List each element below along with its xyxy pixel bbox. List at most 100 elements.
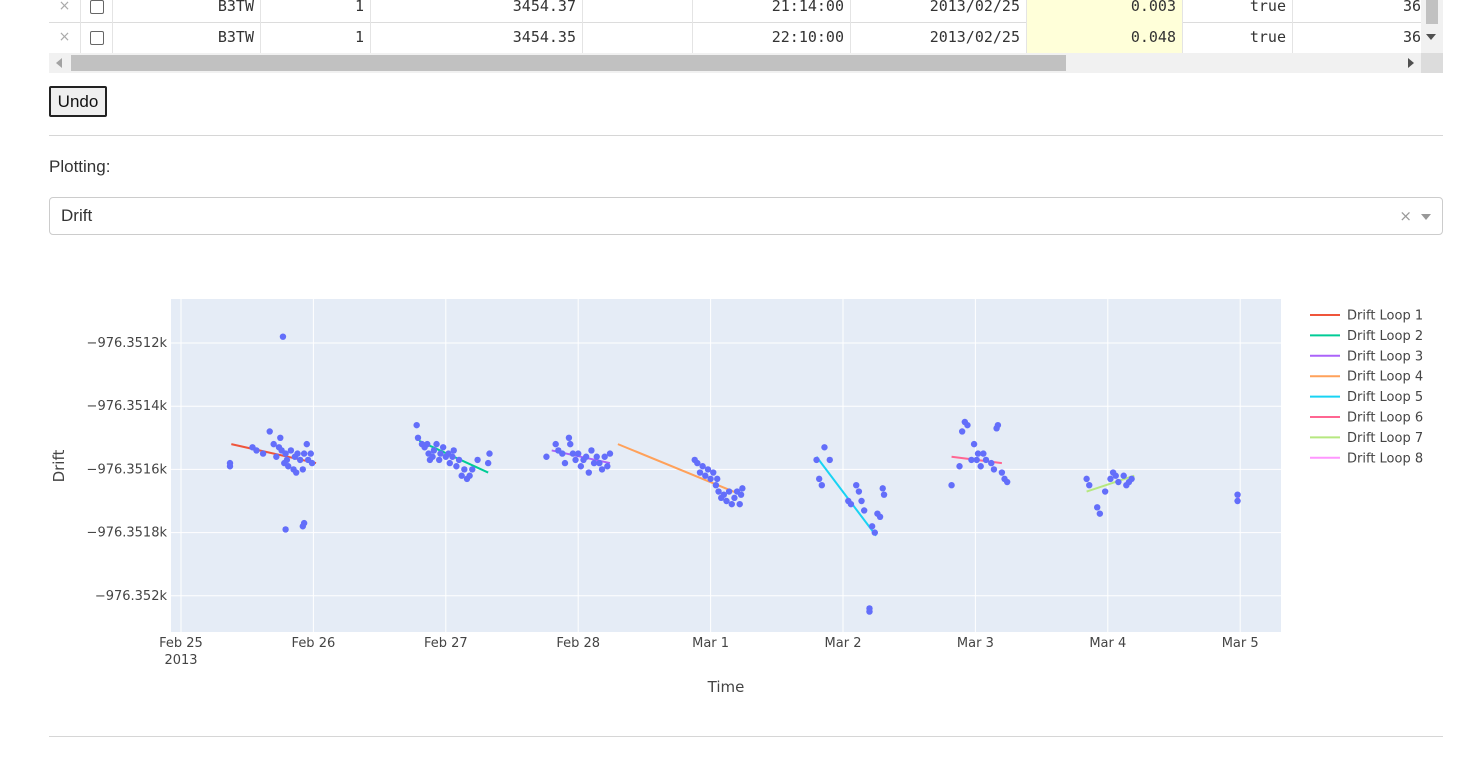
data-point — [421, 444, 428, 451]
data-point — [1101, 488, 1109, 495]
data-point — [575, 450, 582, 457]
station-cell[interactable]: B3TW — [113, 22, 261, 53]
data-point — [988, 459, 995, 467]
horizontal-scrollbar[interactable] — [49, 53, 1421, 73]
data-point — [1234, 491, 1241, 498]
data-point — [826, 456, 833, 464]
time-cell[interactable]: 22:10:00 — [693, 22, 851, 53]
data-point — [552, 440, 559, 448]
keep-cell[interactable]: true — [1183, 22, 1293, 53]
fit-line — [1086, 474, 1135, 493]
loop-cell[interactable]: 1 — [261, 0, 371, 22]
drift-cell[interactable]: 0.003 — [1027, 0, 1183, 22]
vertical-scroll-thumb[interactable] — [1426, 0, 1438, 24]
data-point — [725, 488, 733, 495]
value-cell[interactable]: 3454.37 — [371, 0, 583, 22]
x-tick-year: 2013 — [164, 653, 197, 668]
legend[interactable]: Drift Loop 1 Drift Loop 2 Drift Loop 3 Drif… — [1310, 309, 1423, 467]
empty-cell[interactable] — [583, 0, 693, 22]
data-point — [853, 482, 860, 489]
data-point — [259, 450, 267, 457]
data-point — [598, 466, 606, 473]
legend-item-label[interactable]: Drift Loop 6 — [1347, 411, 1423, 426]
data-point — [294, 450, 301, 457]
data-point — [702, 472, 709, 479]
date-cell[interactable]: 2013/02/25 — [851, 22, 1027, 53]
undo-button[interactable]: Undo — [49, 86, 107, 117]
legend-item-label[interactable]: Drift Loop 8 — [1347, 451, 1423, 466]
data-table: × B3TW 1 3454.37 21:14:00 2013/02/25 0.0… — [49, 0, 1443, 75]
date-cell[interactable]: 2013/02/25 — [851, 0, 1027, 22]
data-point — [430, 447, 438, 454]
loop-cell[interactable]: 1 — [261, 22, 371, 53]
data-point — [418, 440, 426, 448]
scroll-right-arrow-icon[interactable] — [1408, 58, 1414, 68]
data-point — [439, 444, 447, 451]
extra-cell[interactable]: 36 — [1402, 28, 1421, 46]
plotting-label: Plotting: — [49, 157, 111, 176]
y-axis-title: Drift — [50, 449, 68, 482]
data-point — [588, 447, 595, 454]
horizontal-scroll-thumb[interactable] — [71, 55, 1066, 71]
data-point — [435, 456, 443, 464]
data-point — [453, 463, 460, 470]
table-row: × B3TW 1 3454.37 21:14:00 2013/02/25 0.0… — [49, 0, 1421, 23]
scroll-down-arrow-icon[interactable] — [1426, 34, 1436, 40]
data-point — [1083, 475, 1090, 483]
data-point — [1001, 475, 1008, 483]
data-point — [723, 497, 730, 505]
data-point — [1123, 482, 1130, 489]
legend-item-label[interactable]: Drift Loop 3 — [1347, 349, 1423, 364]
data-point — [1234, 497, 1241, 505]
data-point — [296, 456, 304, 464]
data-point — [300, 450, 308, 457]
drift-cell[interactable]: 0.048 — [1027, 22, 1183, 53]
clear-icon[interactable]: × — [1399, 207, 1412, 225]
data-point — [1086, 482, 1093, 489]
y-tick-label: −976.3518k — [87, 526, 168, 541]
data-point — [226, 463, 234, 470]
delete-row-icon[interactable]: × — [49, 0, 81, 22]
data-point — [226, 459, 234, 467]
legend-item-label[interactable]: Drift Loop 1 — [1347, 309, 1423, 324]
grid-lines — [171, 299, 1281, 632]
data-point — [699, 463, 706, 470]
y-tick-label: −976.352k — [95, 589, 168, 604]
legend-item-label[interactable]: Drift Loop 7 — [1347, 431, 1423, 446]
station-cell[interactable]: B3TW — [113, 0, 261, 22]
data-point — [1115, 478, 1122, 486]
legend-item-label[interactable]: Drift Loop 2 — [1347, 329, 1423, 344]
data-point — [694, 459, 701, 467]
data-point — [596, 459, 603, 467]
data-point — [469, 466, 476, 473]
row-select-checkbox[interactable] — [81, 22, 113, 53]
data-point — [292, 469, 300, 476]
time-cell[interactable]: 21:14:00 — [693, 0, 851, 22]
data-point — [961, 418, 969, 426]
data-point — [277, 434, 284, 441]
data-point — [414, 434, 422, 441]
data-point — [580, 456, 587, 464]
data-point — [1003, 478, 1011, 486]
delete-row-icon[interactable]: × — [49, 22, 81, 53]
plot-type-dropdown[interactable]: Drift × — [49, 197, 1443, 235]
data-point — [249, 444, 256, 451]
legend-item-label[interactable]: Drift Loop 4 — [1347, 370, 1423, 385]
data-point — [555, 447, 562, 454]
extra-cell[interactable]: 36 — [1402, 0, 1421, 15]
value-cell[interactable]: 3454.35 — [371, 22, 583, 53]
empty-cell[interactable] — [583, 22, 693, 53]
legend-item-label[interactable]: Drift Loop 5 — [1347, 390, 1423, 405]
vertical-scrollbar[interactable] — [1421, 0, 1443, 53]
scroll-left-arrow-icon[interactable] — [56, 58, 62, 68]
row-select-checkbox[interactable] — [81, 0, 113, 22]
data-point — [455, 456, 463, 464]
data-point — [303, 440, 310, 448]
data-point — [593, 453, 600, 460]
keep-cell[interactable]: true — [1183, 0, 1293, 22]
data-point — [299, 523, 307, 530]
data-point — [956, 463, 963, 470]
x-axis-title: Time — [707, 678, 745, 696]
chevron-down-icon[interactable] — [1421, 214, 1431, 220]
